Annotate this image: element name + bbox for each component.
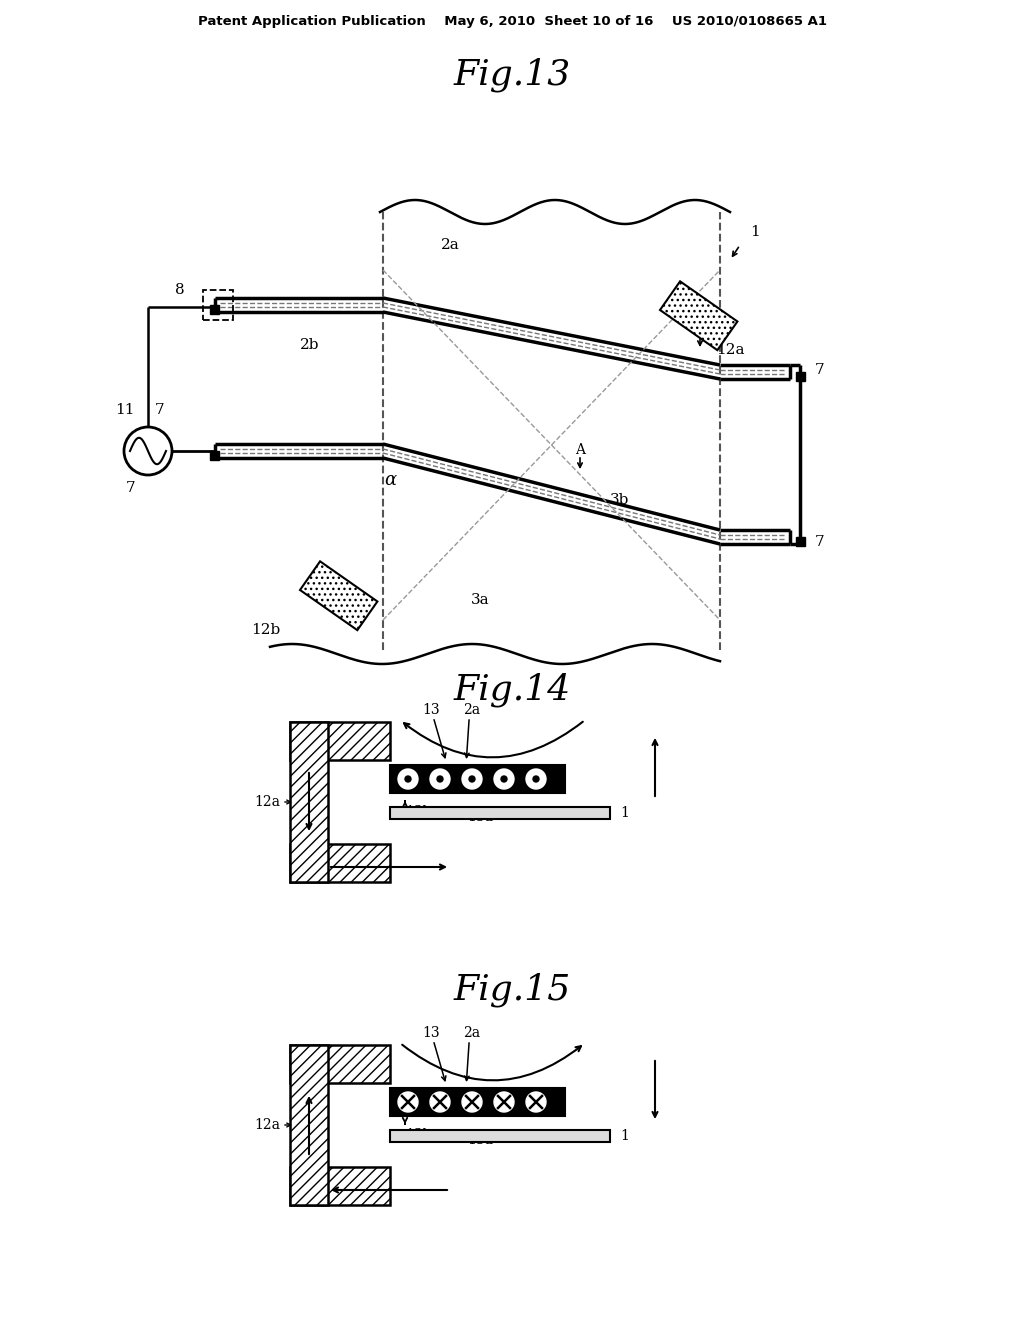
- Bar: [290, 1045, 328, 1205]
- Bar: [796, 537, 805, 546]
- Circle shape: [430, 1092, 450, 1111]
- Text: 13: 13: [423, 1026, 440, 1040]
- Text: 7: 7: [125, 480, 135, 495]
- Text: 2b: 2b: [300, 338, 319, 352]
- Bar: [290, 1045, 390, 1082]
- Bar: [290, 722, 328, 882]
- Circle shape: [494, 770, 514, 789]
- Text: Fig.14: Fig.14: [454, 673, 570, 708]
- Bar: [390, 1130, 610, 1142]
- Text: Fig.13: Fig.13: [454, 58, 570, 92]
- Text: 8: 8: [175, 282, 185, 297]
- Text: 13a: 13a: [467, 810, 493, 824]
- Text: 13b: 13b: [406, 1129, 431, 1142]
- Text: 7: 7: [815, 363, 824, 378]
- Bar: [796, 372, 805, 381]
- Text: 12a: 12a: [716, 343, 744, 356]
- Bar: [390, 1088, 565, 1115]
- Text: 3a: 3a: [471, 593, 489, 607]
- Text: 7: 7: [155, 403, 165, 417]
- Circle shape: [494, 1092, 514, 1111]
- Circle shape: [406, 776, 411, 781]
- Bar: [210, 451, 219, 459]
- Bar: [300, 561, 378, 630]
- Bar: [390, 766, 565, 793]
- Bar: [290, 722, 390, 760]
- Text: Fig.15: Fig.15: [454, 973, 570, 1007]
- Bar: [203, 290, 233, 319]
- Circle shape: [437, 776, 443, 781]
- Circle shape: [534, 776, 539, 781]
- Circle shape: [469, 776, 475, 781]
- Circle shape: [430, 770, 450, 789]
- Text: A: A: [575, 444, 585, 457]
- Text: α: α: [384, 471, 396, 488]
- Circle shape: [526, 1092, 546, 1111]
- Circle shape: [501, 776, 507, 781]
- Bar: [390, 807, 610, 818]
- Text: 1: 1: [621, 807, 630, 820]
- Text: 1: 1: [621, 1129, 630, 1143]
- Circle shape: [526, 770, 546, 789]
- Circle shape: [398, 770, 418, 789]
- Text: 12a: 12a: [254, 795, 280, 809]
- Bar: [290, 843, 390, 882]
- Text: 13b: 13b: [406, 805, 431, 818]
- Text: Patent Application Publication    May 6, 2010  Sheet 10 of 16    US 2010/0108665: Patent Application Publication May 6, 20…: [198, 16, 826, 29]
- Bar: [660, 281, 737, 350]
- Text: 12a: 12a: [254, 1118, 280, 1133]
- Text: 7: 7: [815, 535, 824, 549]
- Text: 13: 13: [423, 704, 440, 717]
- Circle shape: [462, 1092, 482, 1111]
- Text: 1: 1: [751, 224, 760, 239]
- Text: 11: 11: [116, 403, 135, 417]
- Bar: [290, 1167, 390, 1205]
- Text: 2a: 2a: [463, 704, 480, 717]
- Circle shape: [398, 1092, 418, 1111]
- Text: 2a: 2a: [440, 238, 460, 252]
- Text: 2a: 2a: [463, 1026, 480, 1040]
- Text: 3b: 3b: [610, 492, 630, 507]
- Text: 12b: 12b: [251, 623, 280, 638]
- Bar: [210, 305, 219, 314]
- Text: 13a: 13a: [467, 1133, 493, 1147]
- Text: A: A: [695, 321, 705, 335]
- Circle shape: [462, 770, 482, 789]
